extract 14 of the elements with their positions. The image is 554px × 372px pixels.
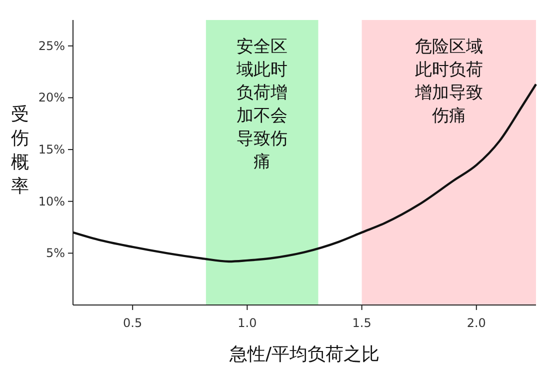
x-tick-label: 1.0: [238, 316, 257, 330]
y-tick-label: 10%: [38, 194, 65, 208]
y-axis-title: 受伤概率: [11, 104, 29, 197]
y-tick-label: 20%: [38, 90, 65, 105]
line-series: [72, 83, 538, 263]
y-tick-label: 5%: [46, 246, 65, 260]
x-tick-label: 0.5: [123, 316, 142, 330]
x-tick-label: 2.0: [466, 316, 486, 330]
band-label: 危险区域此时负荷增加导致伤痛: [414, 37, 483, 126]
x-axis-title: 急性/平均负荷之比: [228, 344, 380, 365]
band-label: 安全区域此时负荷增加不会导致伤痛: [236, 37, 288, 172]
x-tick-label: 1.5: [352, 316, 372, 330]
y-tick-label: 25%: [38, 38, 65, 53]
y-tick-label: 15%: [38, 142, 65, 157]
